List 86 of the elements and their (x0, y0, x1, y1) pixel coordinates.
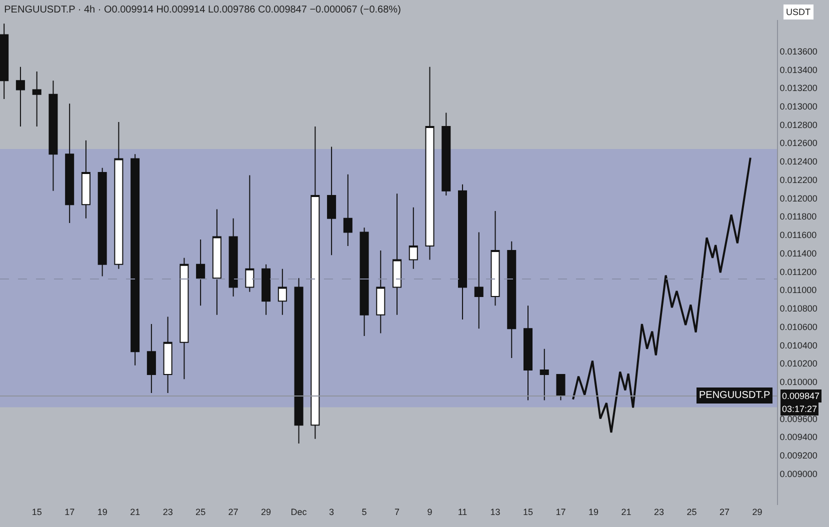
y-tick-label: 0.011800 (780, 212, 817, 222)
candlestick (310, 126, 320, 440)
candlestick (196, 239, 206, 306)
candlestick (98, 167, 107, 277)
x-tick-label: 3 (329, 507, 334, 517)
candlestick (16, 66, 25, 128)
candlestick (146, 324, 156, 394)
candlestick (228, 218, 238, 297)
x-tick-label: 25 (686, 507, 697, 517)
y-tick-label: 0.009400 (780, 432, 818, 442)
candlestick (408, 206, 418, 270)
x-tick-label: 27 (719, 507, 730, 517)
x-tick-label: 21 (621, 507, 632, 517)
candlestick (343, 174, 352, 246)
candlestick (130, 154, 140, 366)
candlestick (48, 80, 58, 192)
candlestick (376, 250, 386, 334)
x-tick-label: 11 (458, 507, 468, 517)
x-tick-label: 27 (228, 507, 238, 517)
y-tick-label: 0.010000 (780, 377, 818, 388)
y-tick-label: 0.011400 (780, 248, 817, 258)
x-tick-label: 17 (64, 507, 75, 517)
candlestick (65, 103, 74, 224)
y-tick-label: 0.009600 (780, 414, 818, 424)
x-tick-label: Dec (290, 507, 308, 517)
x-tick-label: 23 (654, 507, 664, 517)
y-tick-label: 0.013600 (780, 46, 818, 56)
candlestick (294, 278, 304, 444)
y-tick-label: 0.012800 (780, 120, 818, 130)
y-tick-label: 0.011200 (780, 266, 817, 277)
y-tick-label: 0.010800 (780, 304, 818, 314)
y-tick-label: 0.013000 (780, 101, 818, 112)
x-tick-label: 21 (130, 507, 140, 517)
candlestick (245, 174, 254, 292)
y-tick-label: 0.013400 (780, 64, 818, 75)
y-tick-label: 0.009200 (780, 450, 818, 461)
x-tick-label: 15 (32, 507, 42, 517)
y-tick-label: 0.013200 (780, 83, 818, 94)
candlestick (212, 208, 222, 316)
y-tick-label: 0.011000 (780, 285, 817, 296)
candlestick (392, 193, 402, 316)
y-tick-label: 0.010400 (780, 340, 818, 350)
x-tick-label: 29 (752, 507, 762, 517)
candlestick (114, 121, 124, 270)
candlestick (81, 140, 90, 219)
candlestick (278, 268, 287, 316)
y-tick-label: 0.012600 (780, 138, 818, 148)
y-tick-label: 0.010600 (780, 322, 818, 332)
candlestick (523, 305, 533, 401)
y-tick-label: 0.012000 (780, 193, 818, 204)
y-tick-label: 0.009000 (780, 468, 818, 479)
x-tick-label: 13 (490, 507, 500, 517)
y-tick-label: 0.011600 (780, 230, 817, 240)
candlestick (360, 227, 369, 336)
candlestick (458, 184, 468, 320)
candlestick (327, 146, 336, 256)
candlestick (262, 264, 271, 316)
x-tick-label: 7 (394, 507, 400, 517)
candlestick (425, 66, 434, 260)
text: 03:17:27 (782, 404, 818, 414)
chart-title: PENGUUSDT.P · 4h · O0.009914 H0.009914 L0.009786 C0.009847 −0.000067 (−0.68%) (4, 4, 401, 16)
candlestick (540, 348, 549, 401)
x-tick-label: 29 (261, 507, 272, 517)
x-tick-label: 5 (362, 507, 367, 517)
text: 0.009847 (782, 391, 820, 401)
candlestick (474, 232, 484, 330)
candlestick (556, 374, 566, 401)
candlestick (490, 210, 500, 306)
candlestick (32, 70, 42, 128)
y-axis-title: USDT (786, 7, 811, 17)
x-tick-label: 25 (196, 507, 206, 517)
x-tick-label: 19 (588, 507, 598, 517)
x-tick-label: 15 (523, 507, 534, 517)
candlestick (442, 112, 451, 196)
candlestick (163, 316, 172, 394)
x-tick-label: 9 (427, 507, 432, 517)
y-tick-label: 0.010200 (780, 358, 818, 369)
candlestick (180, 257, 189, 380)
y-tick-label: 0.012200 (780, 174, 818, 185)
ref-line-label: PENGUUSDT.P (699, 390, 770, 401)
x-tick-label: 23 (162, 507, 173, 517)
x-tick-label: 17 (556, 507, 566, 517)
x-tick-label: 19 (97, 507, 108, 517)
candlestick (507, 240, 516, 359)
candlestick (0, 23, 9, 100)
y-tick-label: 0.012400 (780, 156, 818, 167)
